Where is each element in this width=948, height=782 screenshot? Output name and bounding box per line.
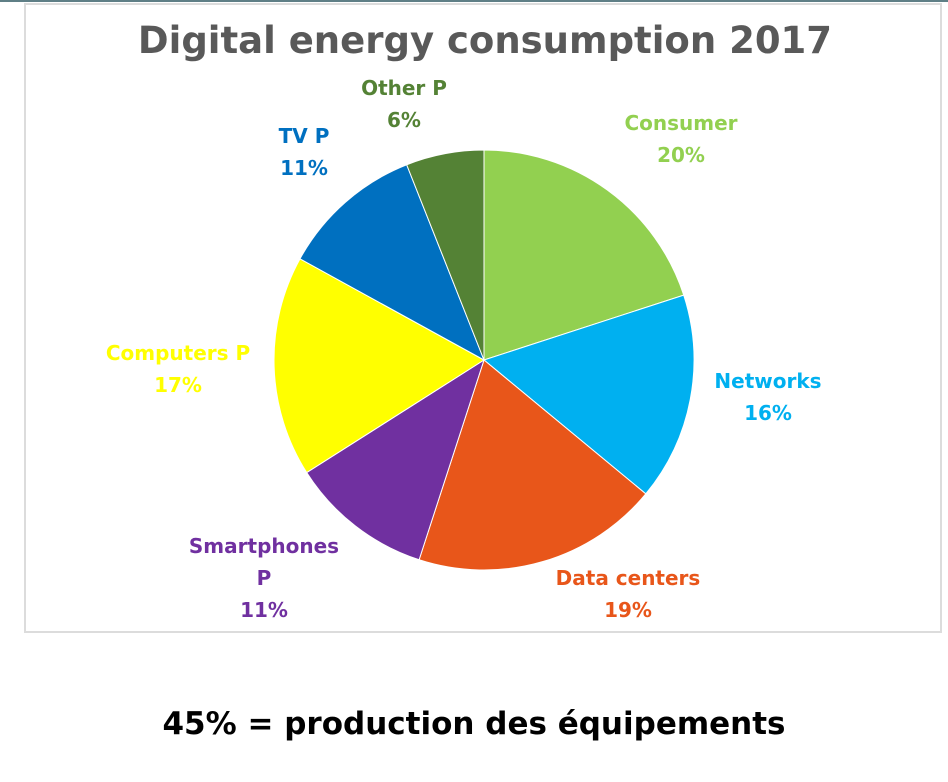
pie-slice-tv-p: [299, 164, 485, 362]
pie-slice-networks: [482, 294, 695, 495]
pie-slice-smartphones-p: [306, 358, 485, 561]
slice-label-smartphones-p: Smartphones P 11%: [189, 534, 339, 622]
chart-frame: Digital energy consumption 2017 Consumer…: [24, 3, 942, 633]
slice-label-data-centers: Data centers 19%: [556, 566, 701, 622]
top-rule: [0, 0, 948, 2]
chart-title: Digital energy consumption 2017: [137, 19, 833, 62]
pie-slice-computers-p: [273, 258, 485, 474]
pie-slice-data-centers: [418, 359, 647, 571]
slice-label-consumer: Consumer 20%: [624, 111, 737, 167]
footnote: 45% = production des équipements: [162, 706, 786, 742]
pie-chart: Consumer 20% Networks 16% Data centers 19% Sma…: [106, 76, 822, 622]
pie-slice-consumer: [483, 149, 685, 361]
slice-label-networks: Networks 16%: [714, 369, 821, 425]
pie-slice-other-p: [406, 149, 485, 361]
slice-label-other-p: Other P 6%: [361, 76, 447, 132]
slice-label-computers-p: Computers P 17%: [106, 341, 250, 397]
slice-label-tv-p: TV P 11%: [279, 124, 330, 180]
